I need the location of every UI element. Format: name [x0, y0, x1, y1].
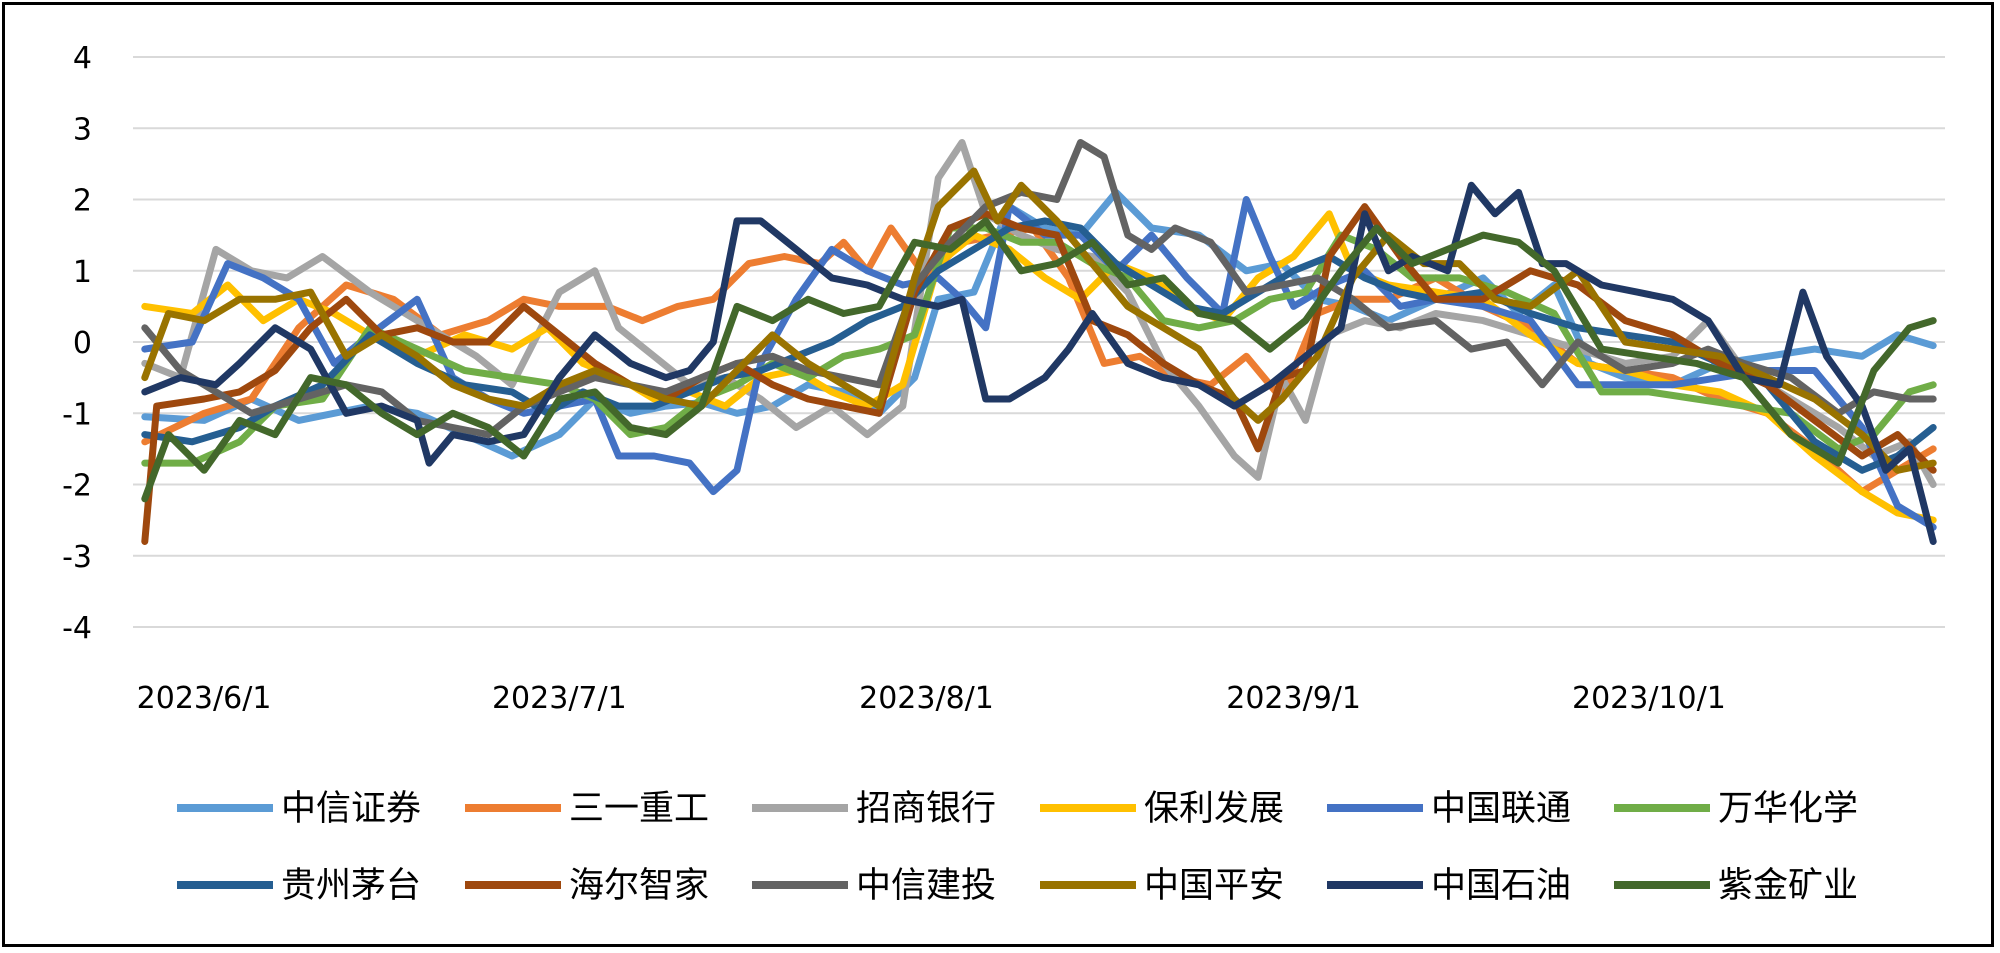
x-tick-label: 2023/7/1 — [492, 681, 627, 716]
y-axis-tick-labels: 4 3 2 1 0 -1 -2 -3 -4 — [62, 41, 92, 646]
x-tick-label: 2023/9/1 — [1226, 681, 1361, 716]
legend-label: 中国石油 — [1431, 866, 1571, 906]
legend-label: 贵州茅台 — [281, 866, 421, 906]
x-tick-label: 2023/8/1 — [859, 681, 994, 716]
series-line — [141, 203, 1937, 545]
y-tick-label: 4 — [73, 41, 92, 76]
series-line — [141, 224, 1937, 467]
y-tick-label: 1 — [73, 255, 92, 290]
x-tick-label: 2023/6/1 — [137, 681, 272, 716]
x-axis-tick-labels: 2023/6/1 2023/7/1 2023/8/1 2023/9/1 2023/10/… — [137, 681, 1726, 716]
y-tick-label: -2 — [62, 469, 92, 504]
series-line — [141, 139, 1937, 439]
y-tick-label: 3 — [73, 112, 92, 147]
legend-label: 中信证券 — [281, 789, 421, 829]
y-tick-label: -3 — [62, 540, 92, 575]
legend-label: 紫金矿业 — [1718, 866, 1858, 906]
legend-label: 保利发展 — [1144, 789, 1284, 829]
legend-label: 中信建投 — [856, 866, 996, 906]
legend-label: 海尔智家 — [569, 866, 709, 906]
legend-label: 招商银行 — [856, 789, 996, 829]
series-line — [141, 181, 1937, 545]
series-line — [141, 217, 1937, 503]
legend-label: 万华化学 — [1718, 789, 1858, 829]
series-line — [141, 217, 1937, 474]
x-tick-label: 2023/10/1 — [1572, 681, 1726, 716]
y-tick-label: -1 — [62, 397, 92, 432]
y-tick-label: 2 — [73, 184, 92, 219]
legend-label: 中国联通 — [1431, 789, 1571, 829]
legend-label: 中国平安 — [1144, 866, 1284, 906]
y-tick-label: -4 — [62, 611, 92, 646]
series-lines — [141, 139, 1937, 545]
legend-label: 三一重工 — [569, 789, 709, 829]
gridlines — [133, 56, 1945, 628]
y-tick-label: 0 — [73, 326, 92, 361]
